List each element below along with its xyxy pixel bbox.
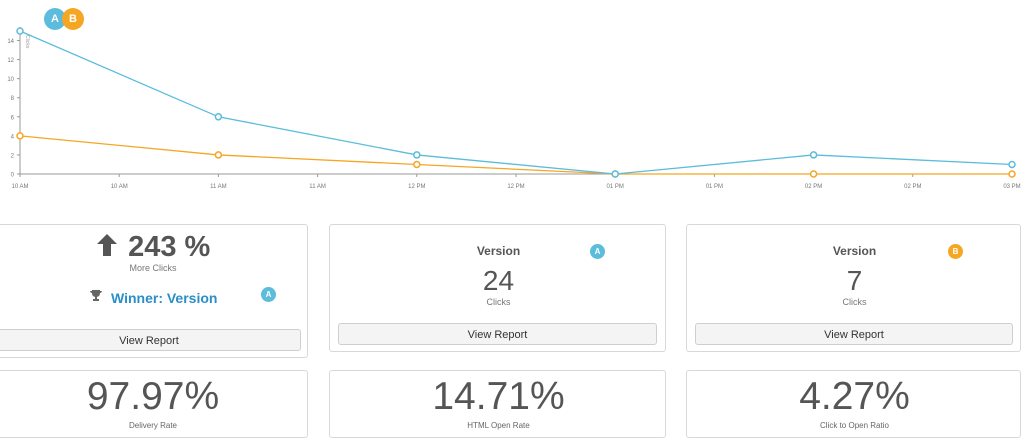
series-a-line	[19, 30, 1013, 175]
x-tick-label: 12 PM	[507, 184, 524, 190]
legend-badge-b[interactable]: B	[62, 8, 84, 30]
y-tick-label: 2	[11, 153, 15, 159]
y-tick-label: 4	[11, 134, 15, 140]
x-tick-label: 12 PM	[408, 184, 425, 190]
version-b-title: Version	[832, 244, 877, 258]
click-to-open-ratio-value: 4.27%	[799, 375, 910, 418]
clicks-line-chart: 0 2 4 6 8 10 12 14 Clicks 10 AM 10 AM 11 AM 11 AM 12 …	[0, 0, 1024, 200]
series-b-point	[413, 160, 421, 169]
series-a-point	[1008, 160, 1016, 169]
winner-card: 243 % More Clicks Winner: Version A View…	[0, 224, 308, 358]
version-a-badge: A	[590, 244, 605, 259]
x-tick-label: 10 AM	[11, 184, 28, 190]
y-tick-label: 10	[7, 77, 14, 83]
series-b-point	[809, 170, 818, 178]
series-a-point	[611, 170, 619, 178]
delivery-rate-card: 97.97% Delivery Rate	[0, 370, 308, 438]
y-tick-label: 8	[11, 96, 15, 102]
click-to-open-ratio-card: 4.27% Click to Open Ratio	[686, 370, 1021, 438]
improvement-percent: 243 %	[128, 231, 211, 263]
x-tick-label: 03 PM	[1003, 184, 1020, 190]
series-a-point	[214, 113, 223, 121]
version-a-clicks-label: Clicks	[486, 297, 511, 307]
y-tick-label: 0	[11, 173, 15, 179]
improvement-metric: More Clicks	[129, 263, 177, 273]
version-a-card: Version A 24 Clicks View Report	[329, 224, 666, 352]
version-b-badge: B	[948, 244, 963, 259]
arrow-up-icon	[96, 233, 118, 262]
series-b-line	[19, 135, 1012, 175]
version-a-view-report-button[interactable]: View Report	[338, 323, 657, 345]
y-tick-label: 14	[7, 39, 14, 45]
version-b-view-report-button[interactable]: View Report	[695, 323, 1013, 345]
y-axis-title: Clicks	[24, 35, 30, 49]
version-b-clicks-value: 7	[846, 265, 863, 296]
improvement-row: 243 %	[0, 231, 309, 264]
y-tick-label: 6	[11, 115, 15, 121]
series-a-point	[413, 151, 421, 159]
series-b-point	[214, 151, 223, 159]
trophy-icon	[89, 289, 103, 307]
version-a-title: Version	[476, 244, 521, 258]
version-b-card: Version B 7 Clicks View Report	[686, 224, 1021, 352]
version-b-clicks-label: Clicks	[842, 297, 867, 307]
html-open-rate-value: 14.71%	[432, 375, 565, 418]
y-tick-label: 12	[7, 58, 14, 64]
winner-label: Winner: Version	[111, 290, 218, 306]
click-to-open-ratio-label: Click to Open Ratio	[820, 421, 889, 430]
x-tick-label: 11 AM	[210, 184, 227, 190]
winner-view-report-button[interactable]: View Report	[0, 329, 301, 351]
winner-row: Winner: Version	[0, 289, 309, 307]
series-a-point	[16, 27, 24, 35]
x-tick-label: 11 AM	[309, 184, 326, 190]
legend-badge-a[interactable]: A	[44, 8, 66, 30]
x-tick-label: 02 PM	[805, 184, 822, 190]
delivery-rate-label: Delivery Rate	[128, 421, 177, 430]
html-open-rate-card: 14.71% HTML Open Rate	[329, 370, 666, 438]
series-b-point	[1008, 170, 1016, 178]
x-tick-label: 10 AM	[111, 184, 128, 190]
delivery-rate-value: 97.97%	[86, 375, 220, 418]
version-a-clicks-value: 24	[482, 265, 515, 296]
series-b-point	[16, 132, 24, 140]
x-tick-label: 01 PM	[706, 184, 723, 190]
chart-canvas: 0 2 4 6 8 10 12 14 Clicks 10 AM 10 AM 11 AM 11 AM 12 …	[7, 27, 1021, 190]
html-open-rate-label: HTML Open Rate	[467, 421, 530, 430]
series-a-point	[809, 151, 818, 159]
x-tick-label: 01 PM	[607, 184, 624, 190]
x-tick-label: 02 PM	[904, 184, 921, 190]
winner-badge: A	[261, 287, 276, 302]
